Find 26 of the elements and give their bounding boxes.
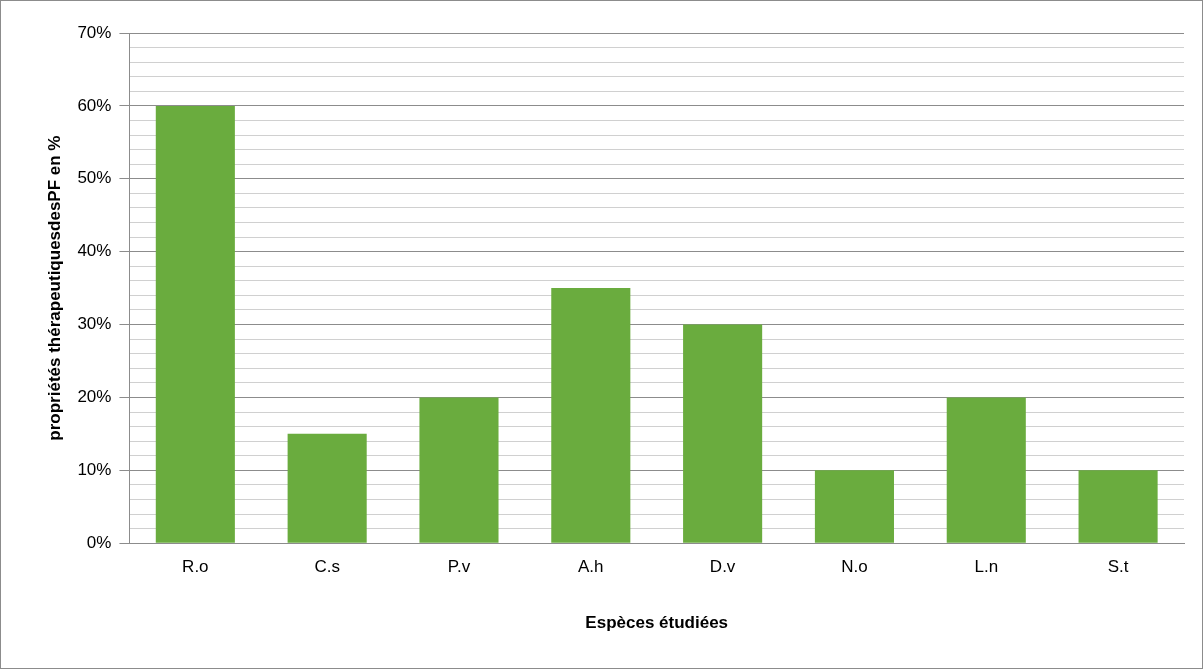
x-tick-label: A.h [578,557,604,577]
y-tick-label: 20% [77,387,112,407]
y-tick-label: 10% [77,460,112,479]
bar [946,397,1026,543]
y-tick-label: 60% [77,95,112,115]
x-tick-label: C.s [314,557,340,577]
bar [1078,470,1158,543]
y-tick-label: 70% [77,22,112,42]
y-tick-label: 50% [77,168,112,188]
x-tick-label: L.n [974,557,999,577]
bar [419,397,499,543]
x-tick-label: P.v [447,557,471,577]
y-tick-label: 30% [77,314,112,334]
y-tick-label: 0% [86,532,112,552]
bar [683,324,763,543]
bar [814,470,894,543]
y-axis-title: propriétés thérapeutiquesdesPF en % [44,135,64,441]
y-tick-label: 40% [77,241,112,261]
x-axis-title: Espèces étudiées [585,613,729,633]
x-tick-label: D.v [709,557,736,577]
x-tick-label: R.o [182,557,209,577]
x-tick-label: S.t [1107,557,1129,577]
bar [287,433,367,543]
bar [155,105,235,543]
x-tick-label: N.o [841,557,868,577]
bar [551,288,631,543]
